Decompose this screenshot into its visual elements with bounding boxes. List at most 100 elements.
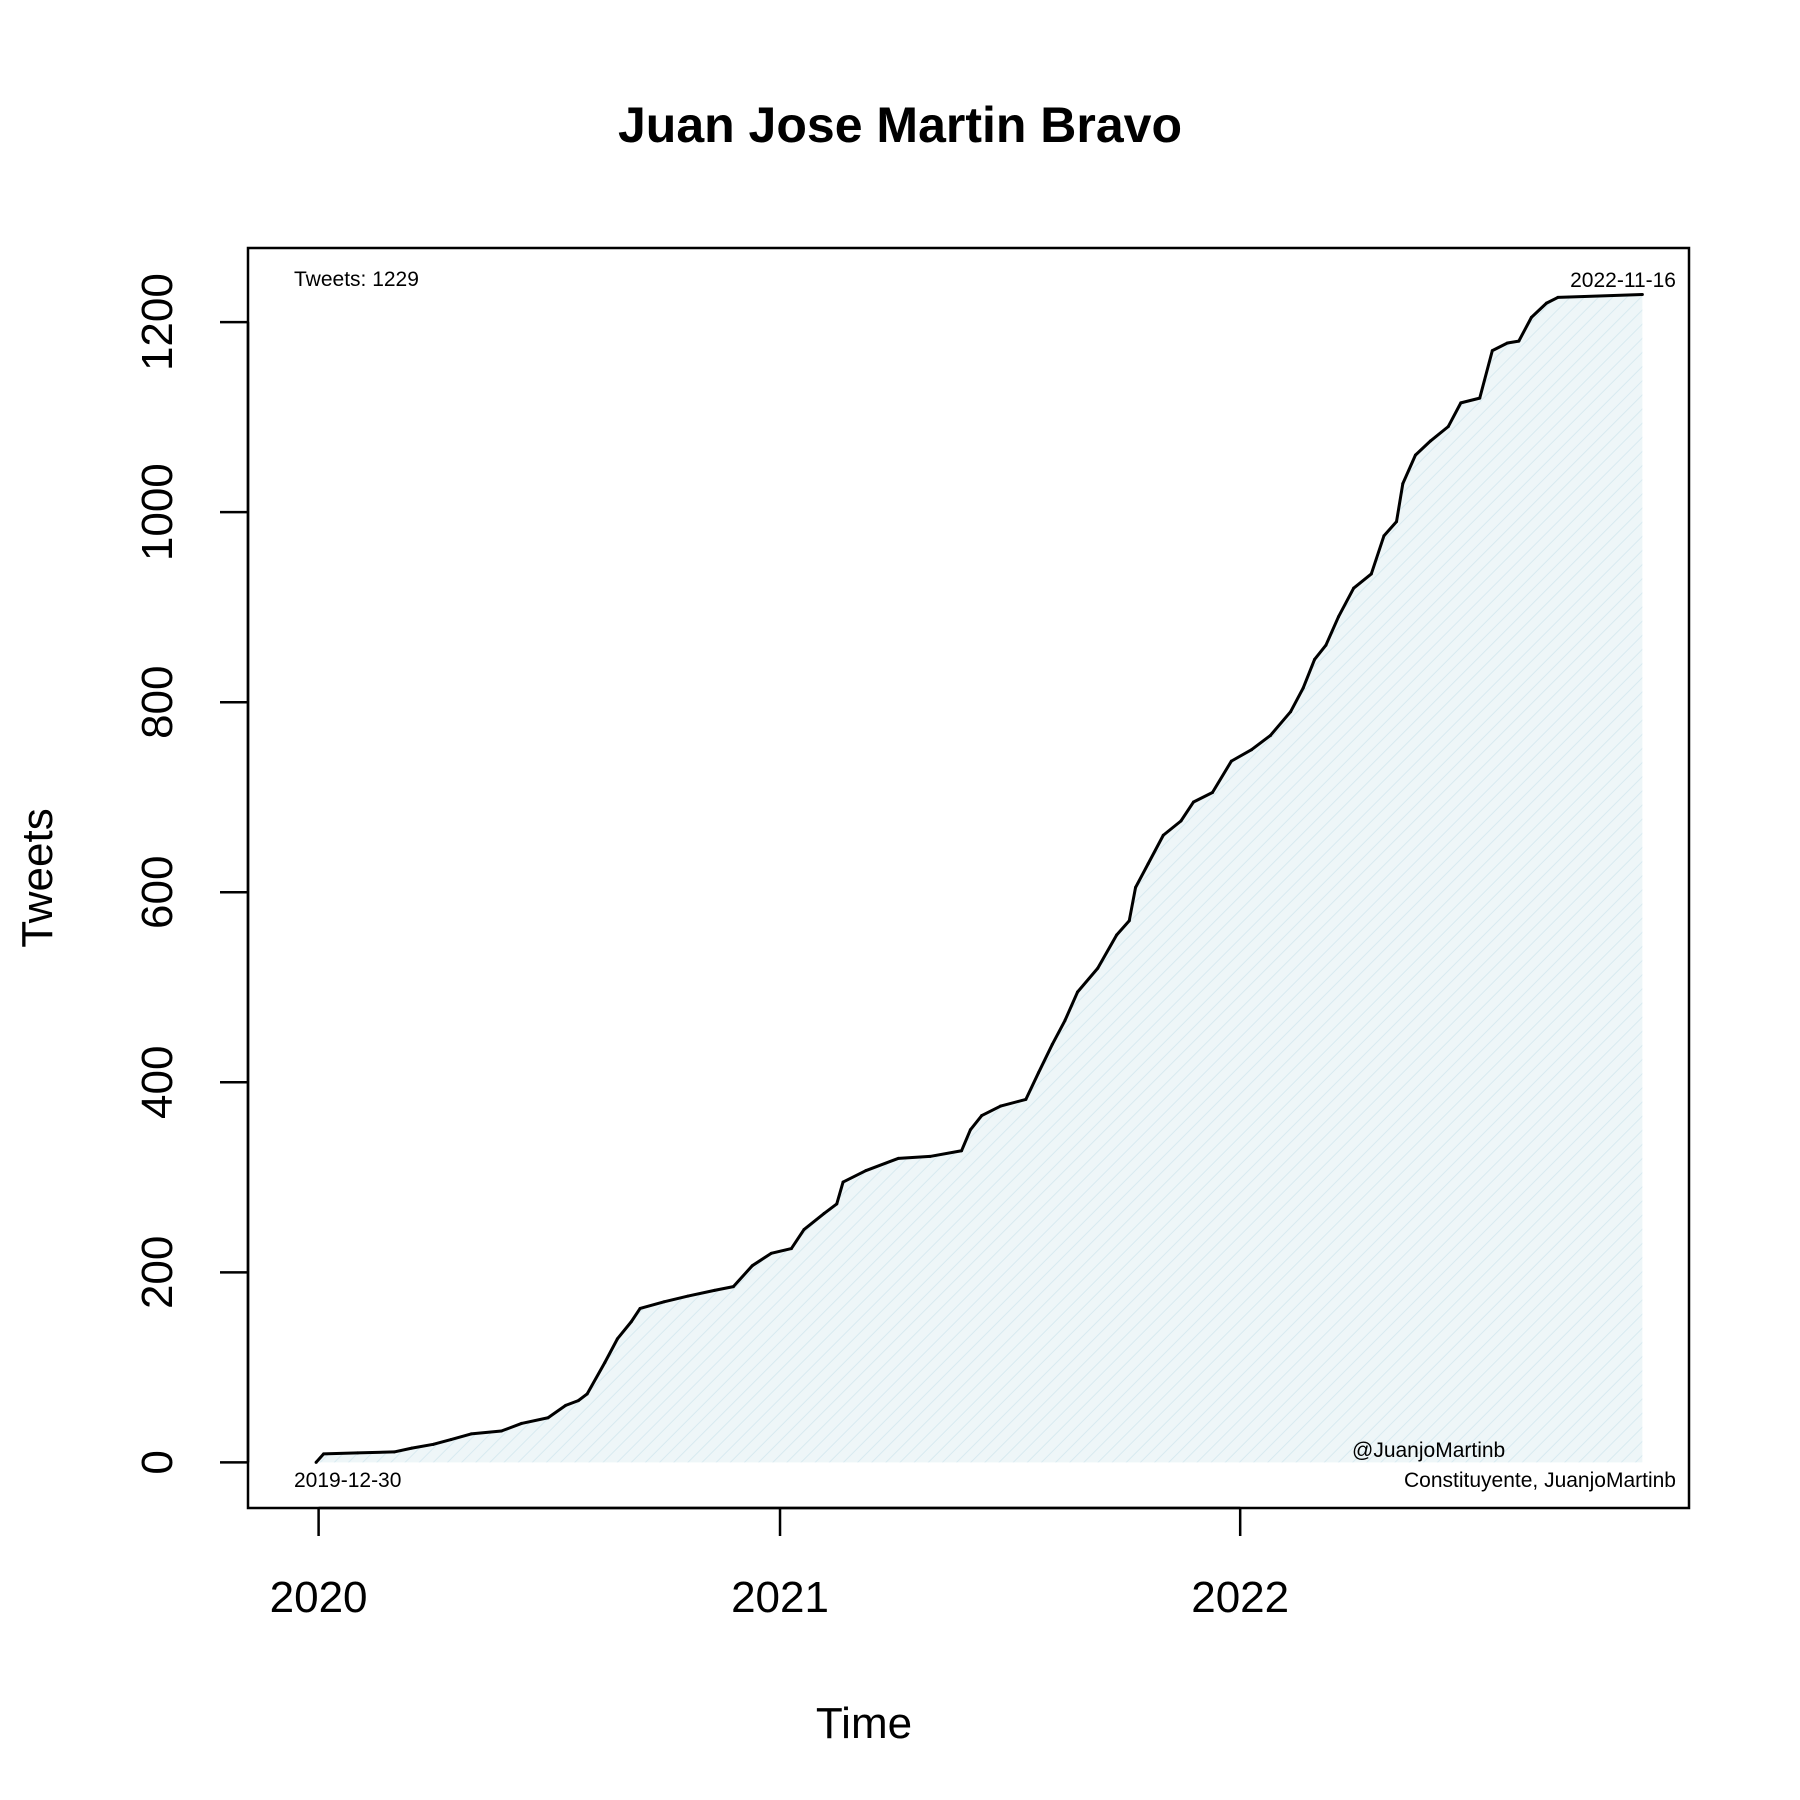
- data-point: [769, 1251, 773, 1255]
- total-tweets-annotation: Tweets: 1229: [294, 268, 419, 291]
- data-point: [960, 1149, 964, 1153]
- data-point: [629, 1320, 633, 1324]
- data-point: [638, 1306, 642, 1310]
- data-point: [662, 1300, 666, 1304]
- data-point: [841, 1180, 845, 1184]
- y-tick-label: 1200: [133, 273, 182, 371]
- data-point: [1545, 301, 1549, 305]
- data-point: [1036, 1071, 1040, 1075]
- data-point: [822, 1211, 826, 1215]
- x-tick-label: 2021: [731, 1573, 829, 1622]
- data-point: [1446, 425, 1450, 429]
- data-point: [1413, 453, 1417, 457]
- data-point: [1352, 586, 1356, 590]
- data-point: [1076, 990, 1080, 994]
- data-point: [897, 1156, 901, 1160]
- x-axis-label: Time: [816, 1699, 912, 1748]
- data-point: [835, 1202, 839, 1206]
- data-point: [712, 1288, 716, 1292]
- data-point: [928, 1154, 932, 1158]
- data-point: [392, 1450, 396, 1454]
- data-point: [1505, 341, 1509, 345]
- end-date-annotation: 2022-11-16: [1570, 269, 1676, 292]
- data-point: [789, 1247, 793, 1251]
- data-point: [1382, 534, 1386, 538]
- data-point: [1024, 1097, 1028, 1101]
- data-point: [499, 1429, 503, 1433]
- series-line-layer: [314, 293, 1644, 1464]
- y-axis: 0 200 400 600 800 1000 1200: [133, 273, 250, 1475]
- area-fill-layer: [316, 294, 1643, 1463]
- data-point: [1369, 572, 1373, 576]
- data-point: [1324, 643, 1328, 647]
- y-tick-label: 400: [133, 1046, 182, 1119]
- data-point: [1640, 293, 1644, 297]
- data-point: [1268, 733, 1272, 737]
- data-point: [1313, 657, 1317, 661]
- y-axis-label: Tweets: [13, 808, 62, 947]
- chart-title: Juan Jose Martin Bravo: [618, 97, 1182, 153]
- data-point: [999, 1104, 1003, 1108]
- area-fill: [316, 294, 1643, 1463]
- data-point: [1301, 686, 1305, 690]
- data-point: [864, 1169, 868, 1173]
- data-point: [469, 1432, 473, 1436]
- data-point: [1115, 933, 1119, 937]
- data-point: [1179, 819, 1183, 823]
- data-point: [1395, 520, 1399, 524]
- data-point: [1459, 401, 1463, 405]
- start-date-annotation: 2019-12-30: [294, 1469, 401, 1492]
- data-point: [686, 1294, 690, 1298]
- data-point: [1192, 800, 1196, 804]
- y-tick-label: 0: [133, 1450, 182, 1474]
- data-point: [520, 1421, 524, 1425]
- data-point: [1250, 748, 1254, 752]
- data-point: [576, 1399, 580, 1403]
- y-tick-label: 800: [133, 665, 182, 738]
- data-point: [356, 1451, 360, 1455]
- data-point: [1134, 886, 1138, 890]
- data-point: [1146, 862, 1150, 866]
- data-point: [1050, 1042, 1054, 1046]
- handle-annotation: @JuanjoMartinb: [1352, 1439, 1505, 1462]
- y-tick-label: 200: [133, 1236, 182, 1309]
- data-point: [1478, 396, 1482, 400]
- data-point: [615, 1337, 619, 1341]
- data-point: [968, 1128, 972, 1132]
- data-point: [546, 1416, 550, 1420]
- data-point: [1127, 919, 1131, 923]
- y-tick-label: 1000: [133, 463, 182, 561]
- data-point: [564, 1403, 568, 1407]
- data-point: [1529, 315, 1533, 319]
- data-point: [731, 1285, 735, 1289]
- x-tick-label: 2020: [270, 1573, 368, 1622]
- data-point: [1401, 482, 1405, 486]
- data-point: [314, 1460, 318, 1464]
- data-point: [1210, 790, 1214, 794]
- data-point: [1063, 1019, 1067, 1023]
- data-point: [322, 1452, 326, 1456]
- data-point: [1337, 615, 1341, 619]
- data-point: [603, 1361, 607, 1365]
- y-tick-label: 600: [133, 856, 182, 929]
- data-point: [1490, 349, 1494, 353]
- data-point: [1096, 966, 1100, 970]
- data-point: [410, 1446, 414, 1450]
- data-point: [431, 1442, 435, 1446]
- data-point: [750, 1264, 754, 1268]
- x-axis: 2020 2021 2022: [270, 1506, 1289, 1622]
- data-point: [802, 1228, 806, 1232]
- data-point: [1556, 295, 1560, 299]
- data-point: [1161, 833, 1165, 837]
- data-point: [585, 1392, 589, 1396]
- series-line: [314, 293, 1643, 1464]
- data-point: [1517, 339, 1521, 343]
- x-tick-label: 2022: [1191, 1573, 1289, 1622]
- data-point: [1229, 759, 1233, 763]
- data-point: [980, 1114, 984, 1118]
- data-point: [1582, 294, 1586, 298]
- data-point: [1429, 439, 1433, 443]
- data-point: [1289, 710, 1293, 714]
- data-point: [449, 1438, 453, 1442]
